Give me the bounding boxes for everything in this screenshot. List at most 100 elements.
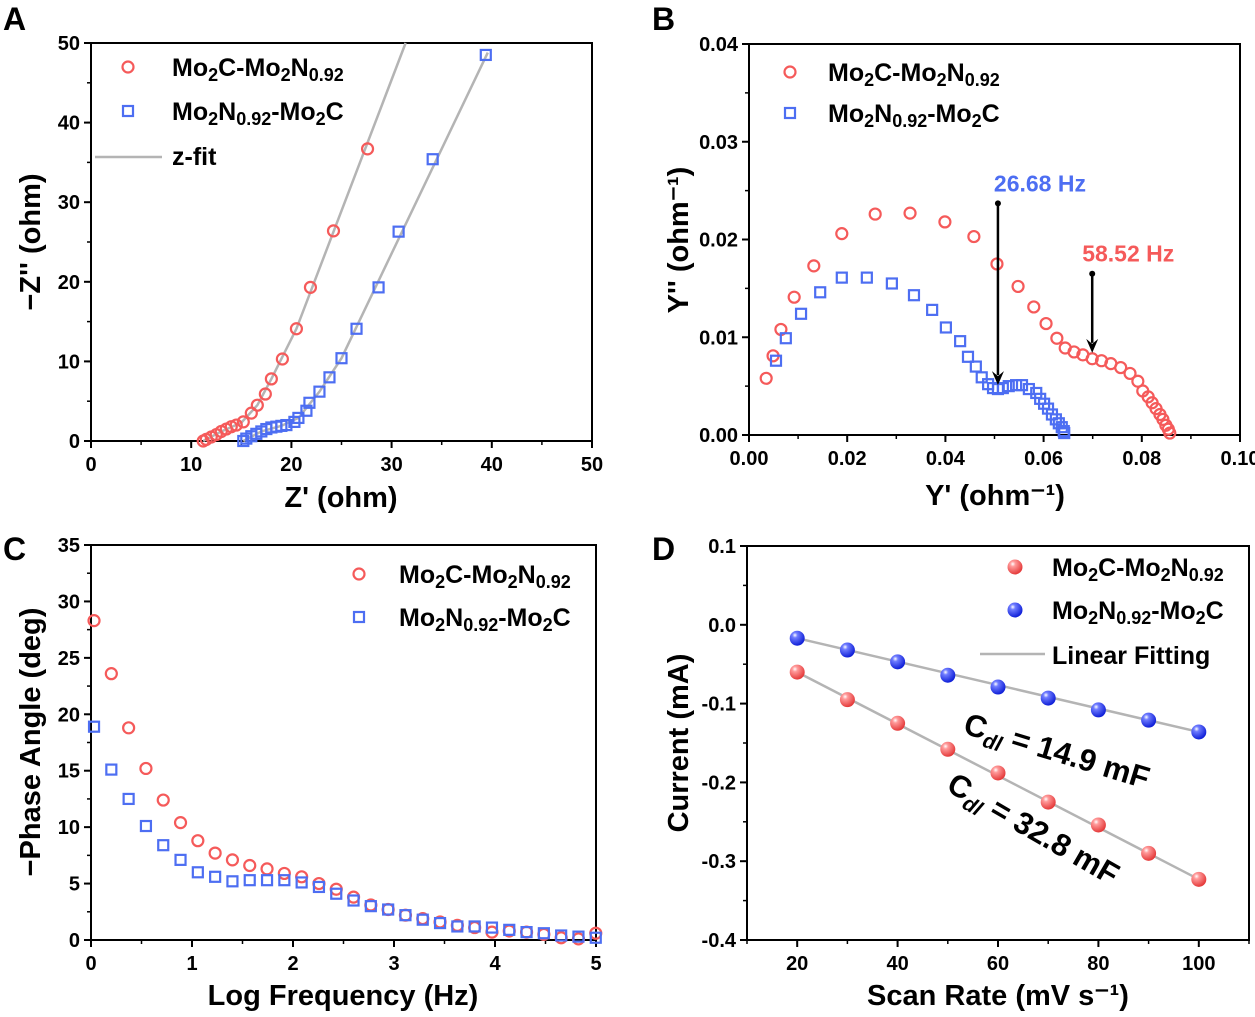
panel-label-D: D xyxy=(652,531,675,567)
panel-label-A: A xyxy=(3,1,26,37)
subscript: 2 xyxy=(316,109,326,129)
data-point-blue xyxy=(209,870,222,883)
legend-marker xyxy=(121,104,135,118)
data-point-red xyxy=(554,931,568,945)
data-point-blue xyxy=(954,335,967,348)
data-point-blue xyxy=(300,404,313,417)
data-point-blue xyxy=(243,874,256,887)
legend-label: Mo2C-Mo2N0.92 xyxy=(399,561,571,592)
y-tick-label: 20 xyxy=(58,272,80,294)
x-tick-label: 0.02 xyxy=(828,448,867,470)
data-point-blue xyxy=(789,630,805,646)
data-point-red xyxy=(104,667,118,681)
data-point-blue xyxy=(451,920,464,933)
formula-part: N xyxy=(874,100,892,128)
x-tick-label: 60 xyxy=(987,953,1009,975)
data-point-blue xyxy=(416,913,429,926)
subscript: 2 xyxy=(864,111,874,131)
data-point-red xyxy=(208,846,222,860)
y-tick-label: 15 xyxy=(58,761,80,783)
y-tick-label: 0.04 xyxy=(699,34,739,56)
data-point-red xyxy=(122,721,136,735)
x-tick-label: 0 xyxy=(85,953,96,975)
formula-part: N xyxy=(218,98,236,126)
legend-marker xyxy=(783,106,797,120)
panel-label-B: B xyxy=(652,1,675,37)
data-point-blue xyxy=(1191,724,1207,740)
y-tick-label: 0.1 xyxy=(708,536,736,558)
data-point-blue xyxy=(280,418,293,432)
formula-part: -Mo xyxy=(271,98,315,126)
data-point-blue xyxy=(520,925,533,939)
formula-part: Mo xyxy=(828,100,864,128)
data-point-blue xyxy=(260,874,274,887)
y-tick-label: 0 xyxy=(69,930,80,952)
formula-part: Mo xyxy=(1052,597,1088,625)
data-point-red xyxy=(890,715,906,731)
data-point-blue xyxy=(157,839,170,852)
formula-part: Mo xyxy=(172,54,208,82)
data-point-blue xyxy=(975,371,988,384)
data-point-blue xyxy=(122,792,135,806)
x-tick-label: 40 xyxy=(886,953,908,975)
x-tick-label: 20 xyxy=(786,953,808,975)
y-axis-label: −Phase Angle (deg) xyxy=(15,608,47,877)
data-point-red xyxy=(1114,360,1128,375)
data-point-red xyxy=(1085,352,1099,366)
data-point-red xyxy=(1040,794,1056,810)
data-point-blue xyxy=(292,411,305,425)
subscript: 2 xyxy=(281,65,291,85)
y-tick-label: 40 xyxy=(58,113,80,135)
data-point-blue xyxy=(278,874,291,887)
y-tick-label: 10 xyxy=(58,817,80,839)
data-point-red xyxy=(326,224,341,238)
data-point-red xyxy=(1141,845,1157,861)
data-point-blue xyxy=(295,876,308,889)
data-point-blue xyxy=(1002,380,1015,393)
legend-label: Mo2C-Mo2N0.92 xyxy=(828,59,1000,90)
data-point-blue xyxy=(814,286,827,299)
data-point-blue xyxy=(926,303,939,316)
data-point-blue xyxy=(779,332,792,345)
legend-label: Mo2N0.92-Mo2C xyxy=(828,100,1000,131)
data-point-red xyxy=(789,664,805,680)
formula-part: C xyxy=(553,604,571,632)
data-point-red xyxy=(236,415,250,429)
data-point-red xyxy=(156,793,170,807)
formula-part: N xyxy=(1098,597,1116,625)
arrow-head-icon xyxy=(1086,338,1099,353)
data-point-blue xyxy=(990,679,1006,695)
data-point-red xyxy=(398,908,413,922)
formula-part: N xyxy=(518,561,536,589)
legend-marker xyxy=(352,567,366,581)
legend-label: Mo2N0.92-Mo2C xyxy=(1052,597,1224,628)
x-tick-label: 2 xyxy=(287,953,298,975)
subscript: 2 xyxy=(435,572,445,592)
data-point-red xyxy=(289,322,304,336)
data-point-blue xyxy=(226,875,239,888)
data-point-blue xyxy=(839,642,855,658)
subscript: 0.92 xyxy=(965,70,1000,90)
data-point-blue xyxy=(537,927,550,940)
legend-fit-label: z-fit xyxy=(172,143,217,171)
formula-part: Mo xyxy=(172,98,208,126)
data-point-red xyxy=(938,215,952,229)
data-point-red xyxy=(839,692,855,708)
data-point-blue xyxy=(382,903,395,916)
data-point-blue xyxy=(1141,712,1157,728)
data-point-red xyxy=(250,398,264,412)
data-point-red xyxy=(191,834,205,848)
legend-label: Mo2N0.92-Mo2C xyxy=(399,604,571,635)
formula-part: N xyxy=(445,604,463,632)
y-tick-label: 35 xyxy=(58,535,80,557)
panel-label-C: C xyxy=(3,531,26,567)
data-point-red xyxy=(229,418,243,432)
data-point-blue xyxy=(572,930,585,943)
data-point-blue xyxy=(468,920,481,933)
data-point-blue xyxy=(969,360,982,373)
legend-marker xyxy=(121,60,135,74)
formula-part: C-Mo xyxy=(218,54,280,82)
y-tick-label: 0.02 xyxy=(699,230,738,252)
x-tick-label: 40 xyxy=(481,454,503,476)
data-point-blue xyxy=(174,853,187,866)
